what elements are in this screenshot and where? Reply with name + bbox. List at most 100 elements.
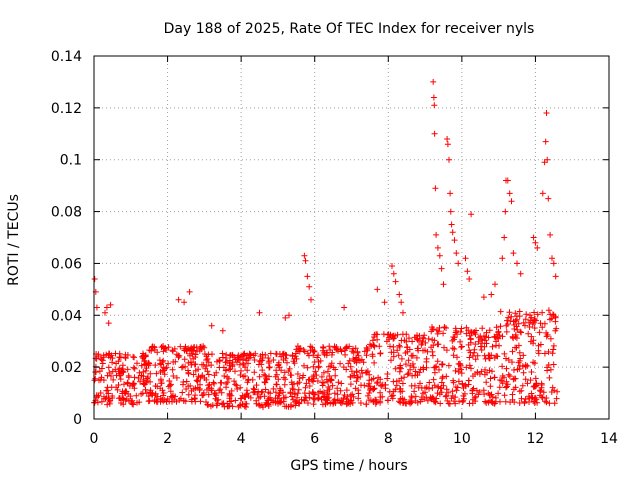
data-point	[399, 331, 406, 338]
data-point	[509, 391, 516, 398]
data-point	[376, 343, 383, 350]
data-point	[131, 354, 138, 361]
y-tick-label: 0.04	[51, 308, 82, 324]
data-point	[288, 401, 295, 408]
data-point	[440, 281, 447, 288]
data-point	[499, 255, 506, 262]
data-point	[211, 380, 218, 387]
data-point	[152, 383, 159, 389]
data-point	[185, 391, 192, 398]
data-point	[173, 374, 180, 381]
data-point	[169, 366, 176, 373]
data-point	[539, 324, 546, 331]
data-point	[167, 382, 174, 389]
data-point	[241, 394, 248, 401]
data-point	[192, 392, 199, 399]
data-point	[353, 368, 360, 375]
data-point	[423, 364, 430, 371]
data-point	[474, 352, 481, 359]
data-point	[412, 368, 419, 375]
data-point	[305, 376, 312, 383]
data-point	[306, 352, 312, 359]
data-point	[243, 387, 250, 394]
data-point	[468, 365, 474, 372]
data-point	[530, 234, 537, 241]
data-point	[109, 395, 116, 401]
data-point	[377, 398, 384, 405]
data-point	[432, 399, 439, 406]
data-point	[434, 330, 441, 337]
data-point	[424, 348, 431, 355]
data-point	[433, 363, 440, 370]
data-point	[172, 393, 179, 400]
data-point	[340, 364, 347, 371]
data-point	[309, 389, 316, 396]
data-point	[170, 359, 177, 365]
data-point	[323, 376, 330, 383]
data-point	[537, 392, 543, 399]
data-point	[443, 347, 450, 354]
data-point	[347, 374, 354, 381]
data-point	[450, 377, 457, 384]
data-point	[320, 369, 327, 376]
data-point	[544, 156, 551, 163]
data-point	[237, 395, 244, 402]
y-tick-label: 0.02	[51, 360, 82, 376]
data-point	[396, 343, 403, 350]
data-point	[520, 352, 527, 359]
data-point	[506, 190, 513, 197]
data-point	[169, 348, 176, 355]
data-point	[289, 385, 296, 392]
data-point	[518, 329, 525, 336]
data-point	[504, 177, 511, 184]
data-point	[389, 392, 396, 399]
data-point	[417, 380, 423, 387]
data-point	[461, 390, 468, 397]
data-point	[252, 350, 259, 357]
data-point	[501, 374, 507, 381]
data-point	[505, 371, 512, 378]
data-point	[337, 360, 344, 367]
data-point	[369, 351, 376, 358]
data-point	[398, 355, 405, 362]
data-point	[161, 371, 168, 378]
data-point	[219, 400, 226, 407]
data-point	[338, 400, 345, 407]
data-point	[435, 341, 442, 348]
data-point	[242, 373, 248, 379]
data-point	[300, 347, 307, 353]
data-point	[223, 380, 230, 387]
data-point	[351, 372, 358, 379]
data-point	[245, 393, 252, 400]
data-point	[107, 301, 114, 308]
data-point	[240, 360, 246, 367]
data-point	[319, 390, 326, 397]
data-point	[457, 361, 464, 368]
data-point	[478, 347, 485, 353]
data-point	[448, 221, 455, 228]
data-point	[533, 380, 540, 387]
data-point	[334, 385, 341, 392]
data-point	[233, 382, 240, 389]
data-point	[205, 382, 212, 389]
data-point	[460, 395, 467, 402]
data-point	[488, 291, 495, 298]
data-point	[99, 360, 106, 367]
data-point	[398, 299, 405, 306]
data-point	[341, 392, 348, 398]
data-point	[495, 390, 502, 397]
data-point	[432, 185, 439, 192]
data-point	[401, 374, 408, 381]
data-point	[301, 252, 308, 259]
data-point	[322, 400, 329, 407]
data-point	[384, 397, 391, 404]
data-point	[510, 250, 517, 257]
data-point	[118, 367, 125, 374]
data-point	[304, 273, 311, 280]
data-point	[428, 344, 435, 351]
data-point	[188, 398, 195, 405]
data-point	[497, 323, 504, 330]
data-point	[182, 343, 189, 350]
data-point	[307, 343, 314, 350]
data-point	[379, 381, 386, 388]
